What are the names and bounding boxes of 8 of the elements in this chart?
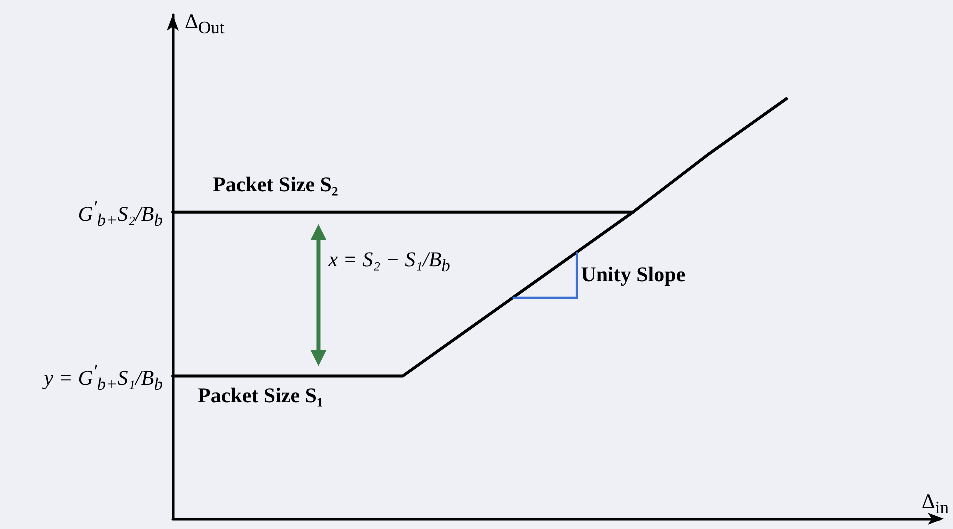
text: y = G$^{′}$$_{b+}$S₁/B$_{b}$ bbox=[44, 361, 163, 396]
annotation: x = S₂ − S₁/B$_{b}$ bbox=[328, 246, 450, 276]
series-label: Packet Size S₂ bbox=[213, 172, 338, 198]
x-axis-title: Δ$_{in}$ bbox=[922, 489, 949, 519]
annotation: Unity Slope bbox=[581, 262, 686, 288]
series-label: Packet Size S₁ bbox=[198, 384, 324, 409]
y-axis-title: Δ$_{Out}$ bbox=[185, 9, 225, 39]
text: G$^{′}$$_{b+}$S₂/B$_{b}$ bbox=[78, 197, 163, 232]
